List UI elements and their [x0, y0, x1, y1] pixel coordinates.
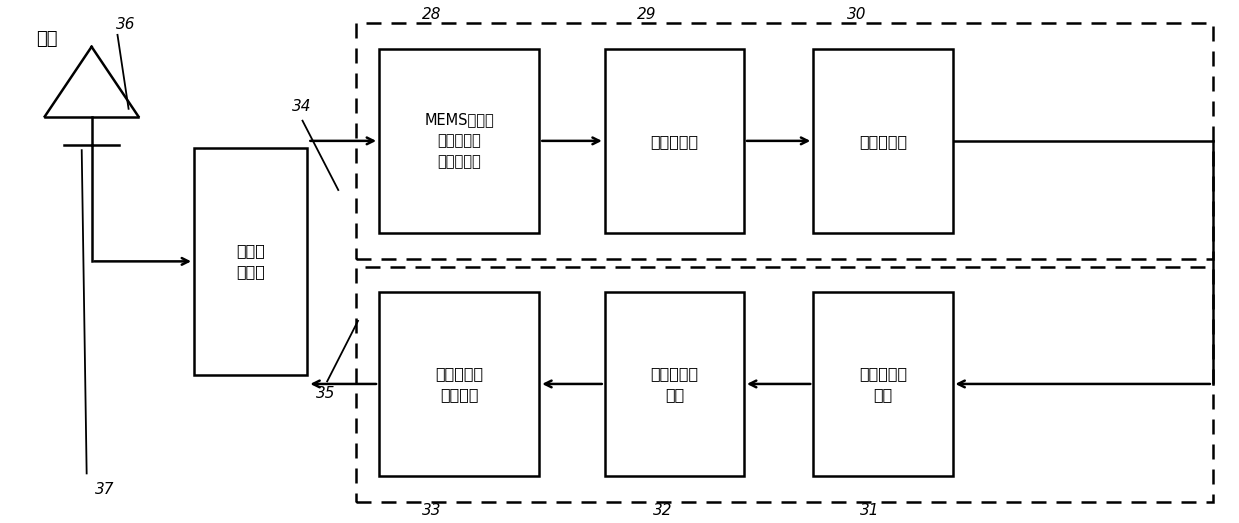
Text: 微波信号重
构器: 微波信号重 构器 [859, 366, 907, 402]
Text: 29: 29 [637, 7, 657, 21]
Text: 33: 33 [422, 503, 442, 518]
FancyBboxPatch shape [379, 292, 539, 476]
Text: 31: 31 [860, 503, 880, 518]
Text: 28: 28 [422, 7, 442, 21]
FancyBboxPatch shape [605, 49, 745, 233]
Text: 30: 30 [846, 7, 866, 21]
FancyBboxPatch shape [813, 292, 953, 476]
Text: 37: 37 [95, 483, 115, 497]
Text: 微波信号功
率放大器: 微波信号功 率放大器 [435, 366, 483, 402]
Text: 35: 35 [316, 386, 336, 401]
Text: 天线: 天线 [36, 30, 58, 48]
FancyBboxPatch shape [379, 49, 539, 233]
FancyBboxPatch shape [605, 292, 745, 476]
FancyBboxPatch shape [195, 147, 307, 375]
Text: 收发转
换电路: 收发转 换电路 [237, 243, 265, 279]
Text: 微波信号调
制器: 微波信号调 制器 [650, 366, 699, 402]
Text: 36: 36 [116, 17, 136, 32]
Text: 信号分析器: 信号分析器 [859, 134, 907, 149]
Text: MEMS微波检
测和解调单
片集成系统: MEMS微波检 测和解调单 片集成系统 [424, 112, 494, 169]
Text: 信号存储器: 信号存储器 [650, 134, 699, 149]
FancyBboxPatch shape [813, 49, 953, 233]
Text: 32: 32 [653, 503, 673, 518]
Text: 34: 34 [291, 99, 311, 113]
